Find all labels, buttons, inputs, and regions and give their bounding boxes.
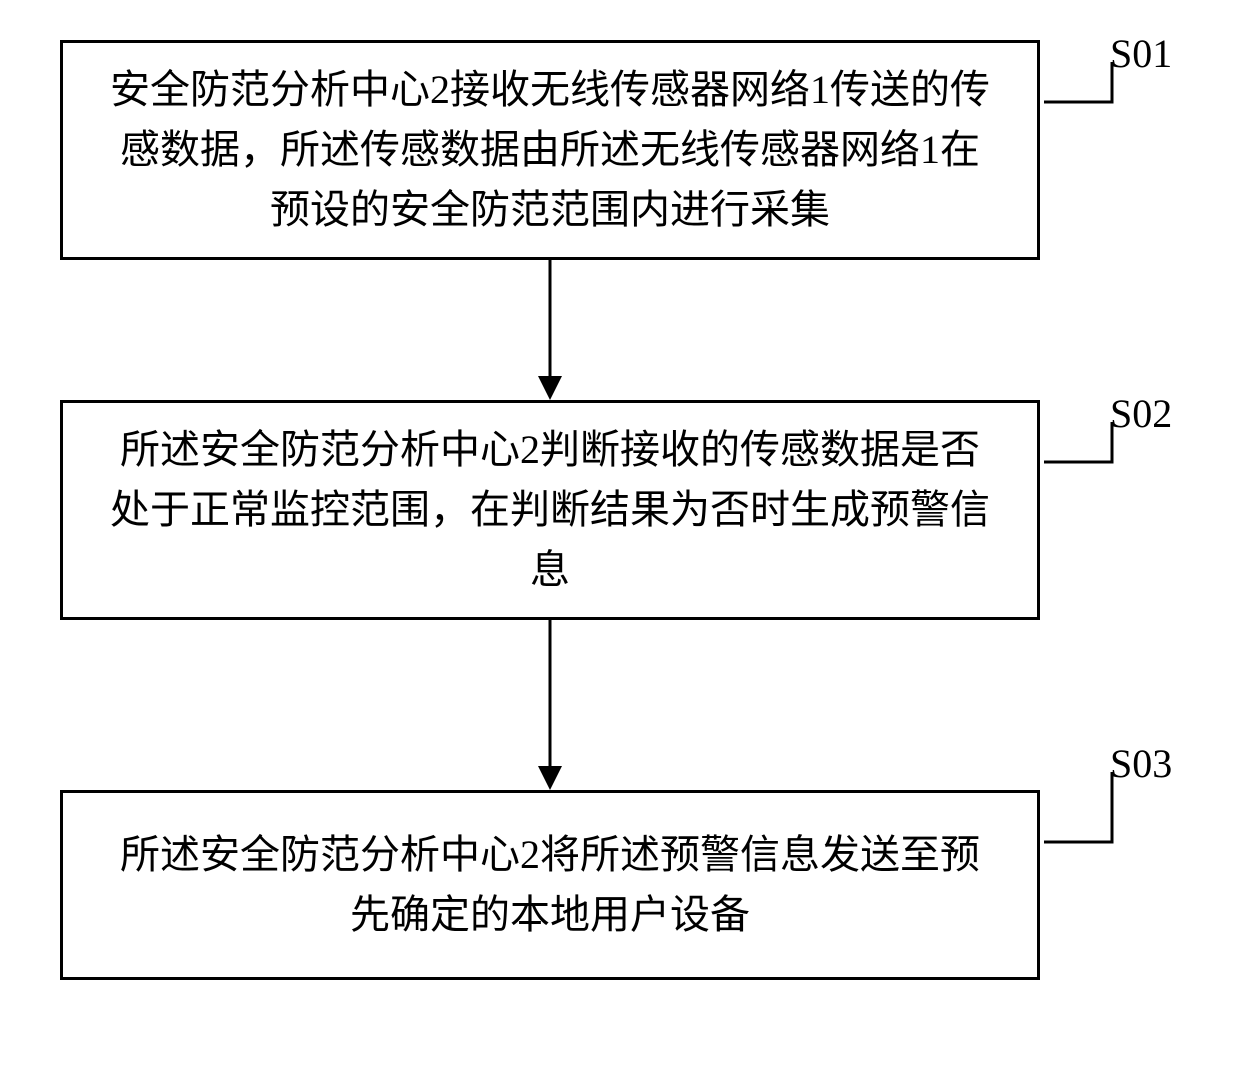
- step-label-s02: S02: [1110, 390, 1172, 437]
- flow-node-s03-text: 所述安全防范分析中心2将所述预警信息发送至预先确定的本地用户设备: [103, 825, 997, 945]
- flowchart-canvas: 安全防范分析中心2接收无线传感器网络1传送的传感数据，所述传感数据由所述无线传感…: [0, 0, 1240, 1070]
- step-label-s03: S03: [1110, 740, 1172, 787]
- arrow-s01-s02: [526, 260, 574, 400]
- label-connector-s01: [1038, 62, 1118, 142]
- flow-node-s03: 所述安全防范分析中心2将所述预警信息发送至预先确定的本地用户设备: [60, 790, 1040, 980]
- step-label-s01: S01: [1110, 30, 1172, 77]
- flow-node-s02-text: 所述安全防范分析中心2判断接收的传感数据是否处于正常监控范围，在判断结果为否时生…: [103, 420, 997, 600]
- label-connector-s02: [1038, 422, 1118, 502]
- flow-node-s02: 所述安全防范分析中心2判断接收的传感数据是否处于正常监控范围，在判断结果为否时生…: [60, 400, 1040, 620]
- label-connector-s03: [1038, 772, 1118, 852]
- flow-node-s01-text: 安全防范分析中心2接收无线传感器网络1传送的传感数据，所述传感数据由所述无线传感…: [103, 60, 997, 240]
- arrow-s02-s03: [526, 620, 574, 790]
- flow-node-s01: 安全防范分析中心2接收无线传感器网络1传送的传感数据，所述传感数据由所述无线传感…: [60, 40, 1040, 260]
